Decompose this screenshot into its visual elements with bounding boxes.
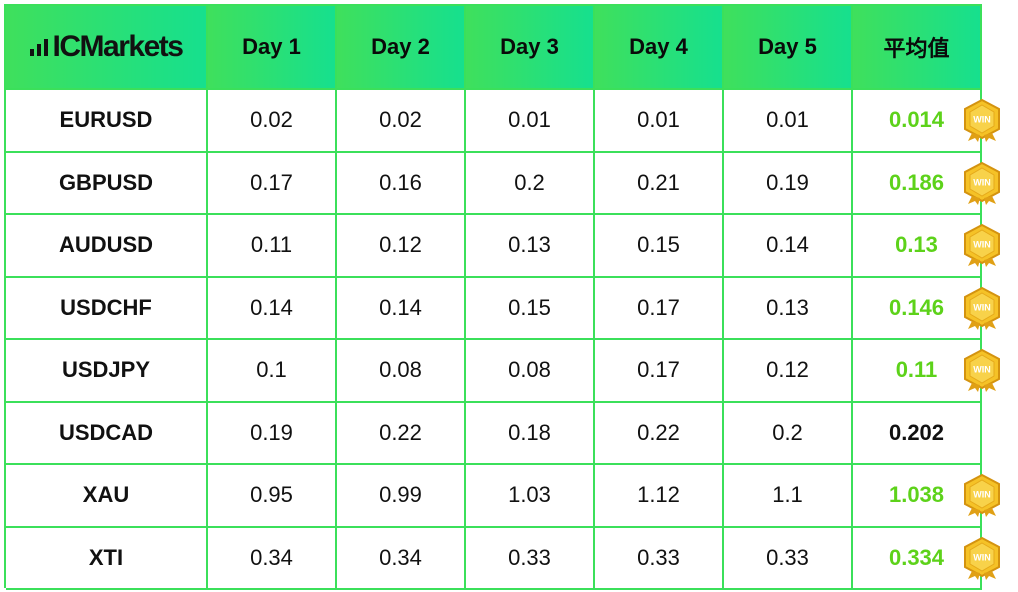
table-cell-day-5: 0.13 [724, 277, 853, 340]
table-cell-day-4: 0.01 [595, 90, 724, 153]
table-cell-day-1: 0.14 [208, 277, 337, 340]
average-value: 0.13 [895, 232, 938, 258]
win-badge-label: WIN [973, 302, 991, 312]
average-value: 0.11 [895, 357, 938, 383]
win-badge-icon: WIN [964, 99, 1000, 143]
row-symbol: XAU [6, 465, 208, 528]
average-cell: 0.202 [853, 402, 982, 465]
table-cell-day-5: 0.19 [724, 152, 853, 215]
spread-table: ICMarkets Day 1 Day 2 Day 3 Day 4 Day 5 … [4, 4, 1000, 590]
average-value: 1.038 [888, 482, 945, 508]
column-header-average: 平均值 [853, 6, 982, 90]
table-cell-day-2: 0.14 [337, 277, 466, 340]
row-symbol: USDCHF [6, 277, 208, 340]
logo-text: ICMarkets [52, 30, 184, 63]
brand-logo: ICMarkets [6, 6, 208, 90]
win-badge-label: WIN [973, 177, 991, 187]
row-symbol: AUDUSD [6, 215, 208, 278]
win-badge-label: WIN [973, 115, 991, 125]
table-cell-day-1: 0.02 [208, 90, 337, 153]
row-symbol: GBPUSD [6, 152, 208, 215]
table-cell-day-1: 0.11 [208, 215, 337, 278]
average-cell: 0.11 WIN [853, 340, 1000, 403]
average-value: 0.334 [888, 544, 945, 570]
average-cell: 0.186 WIN [853, 152, 1000, 215]
table-cell-day-3: 0.15 [466, 277, 595, 340]
column-header-day-1: Day 1 [208, 6, 337, 90]
table-cell-day-4: 0.33 [595, 527, 724, 590]
win-badge-icon: WIN [964, 536, 1000, 580]
table-cell-day-2: 0.22 [337, 402, 466, 465]
average-value: 0.202 [888, 419, 945, 445]
table-cell-day-2: 0.16 [337, 152, 466, 215]
average-value: 0.014 [888, 107, 945, 133]
win-badge-icon: WIN [964, 161, 1000, 205]
table-cell-day-4: 0.15 [595, 215, 724, 278]
average-cell: 0.334 WIN [853, 527, 1000, 590]
column-header-day-5: Day 5 [724, 6, 853, 90]
table-cell-day-5: 0.14 [724, 215, 853, 278]
table-cell-day-3: 0.33 [466, 527, 595, 590]
table-cell-day-4: 0.21 [595, 152, 724, 215]
table-cell-day-3: 1.03 [466, 465, 595, 528]
win-badge-icon: WIN [964, 474, 1000, 518]
table-cell-day-1: 0.17 [208, 152, 337, 215]
table-cell-day-5: 1.1 [724, 465, 853, 528]
table-cell-day-3: 0.01 [466, 90, 595, 153]
table-cell-day-2: 0.12 [337, 215, 466, 278]
table-cell-day-3: 0.08 [466, 340, 595, 403]
table-cell-day-3: 0.18 [466, 402, 595, 465]
average-value: 0.186 [888, 169, 945, 195]
row-symbol: USDCAD [6, 402, 208, 465]
table-cell-day-4: 0.17 [595, 277, 724, 340]
column-header-day-3: Day 3 [466, 6, 595, 90]
table-cell-day-4: 0.22 [595, 402, 724, 465]
table-cell-day-4: 1.12 [595, 465, 724, 528]
row-symbol: EURUSD [6, 90, 208, 153]
table-cell-day-1: 0.34 [208, 527, 337, 590]
win-badge-icon: WIN [964, 286, 1000, 330]
column-header-day-4: Day 4 [595, 6, 724, 90]
average-cell: 0.13 WIN [853, 215, 1000, 278]
bar-chart-icon [29, 39, 48, 56]
table-cell-day-1: 0.1 [208, 340, 337, 403]
table-cell-day-5: 0.33 [724, 527, 853, 590]
table-cell-day-4: 0.17 [595, 340, 724, 403]
win-badge-label: WIN [973, 490, 991, 500]
table-cell-day-3: 0.13 [466, 215, 595, 278]
table-cell-day-2: 0.99 [337, 465, 466, 528]
table-cell-day-1: 0.95 [208, 465, 337, 528]
table-cell-day-5: 0.2 [724, 402, 853, 465]
win-badge-icon: WIN [964, 349, 1000, 393]
average-cell: 1.038 WIN [853, 465, 1000, 528]
average-value: 0.146 [888, 294, 945, 320]
table-cell-day-2: 0.08 [337, 340, 466, 403]
row-symbol: XTI [6, 527, 208, 590]
average-cell: 0.146 WIN [853, 277, 1000, 340]
win-badge-label: WIN [973, 240, 991, 250]
table-cell-day-5: 0.12 [724, 340, 853, 403]
table-cell-day-3: 0.2 [466, 152, 595, 215]
table-cell-day-5: 0.01 [724, 90, 853, 153]
win-badge-label: WIN [973, 365, 991, 375]
win-badge-icon: WIN [964, 224, 1000, 268]
average-cell: 0.014 WIN [853, 90, 1000, 153]
table-cell-day-2: 0.34 [337, 527, 466, 590]
column-header-day-2: Day 2 [337, 6, 466, 90]
table-cell-day-1: 0.19 [208, 402, 337, 465]
table-cell-day-2: 0.02 [337, 90, 466, 153]
win-badge-label: WIN [973, 552, 991, 562]
row-symbol: USDJPY [6, 340, 208, 403]
